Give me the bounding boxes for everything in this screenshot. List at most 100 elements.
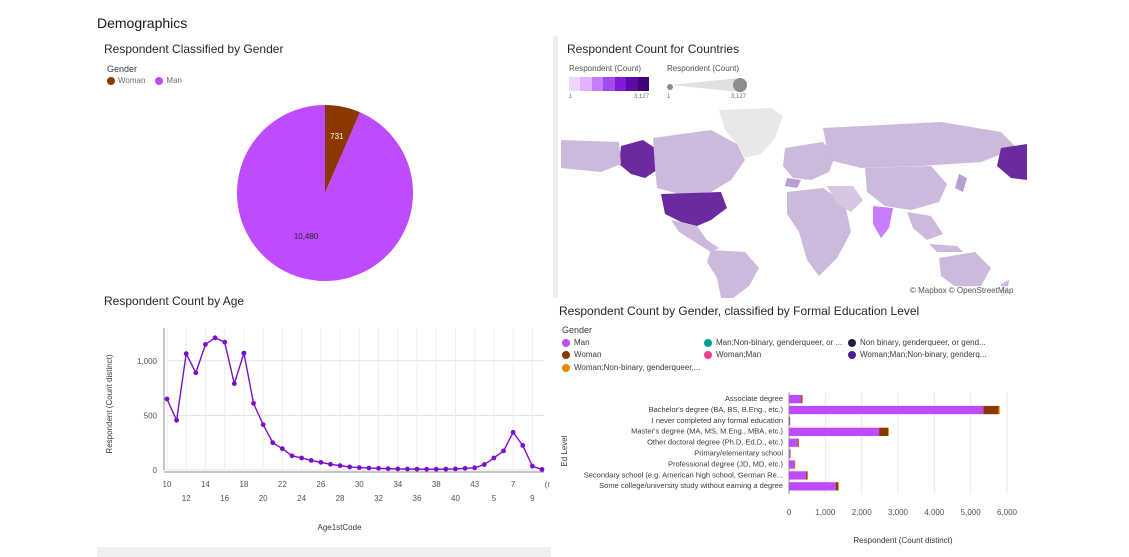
age-data-point[interactable] [510, 429, 516, 435]
education-legend-item[interactable]: Man [562, 338, 590, 347]
education-bar-chart[interactable]: 0 1,000 2,000 3,000 4,000 5,000 6,000 Associate… [556, 388, 1026, 548]
age-data-point[interactable] [529, 463, 535, 469]
age-data-point[interactable] [337, 463, 343, 469]
age-data-point[interactable] [212, 335, 218, 341]
education-bar-segment[interactable] [835, 482, 839, 491]
education-legend-item[interactable]: Woman;Man;Non-binary, genderq... [848, 350, 986, 359]
age-data-point[interactable] [433, 466, 439, 472]
age-data-point[interactable] [164, 396, 170, 402]
education-bar-segment[interactable] [789, 416, 791, 426]
education-bar-segment[interactable] [789, 482, 836, 491]
age-data-point[interactable] [270, 440, 276, 446]
age-data-point[interactable] [193, 370, 199, 376]
education-bar-segment[interactable] [789, 416, 790, 426]
age-data-point[interactable] [366, 465, 372, 471]
y-tick-label: Secondary school (e.g. American high sch… [584, 470, 783, 479]
education-legend-label: Woman;Non-binary, genderqueer,... [574, 363, 701, 372]
age-data-point[interactable] [462, 465, 468, 471]
education-legend-item[interactable]: Woman;Man [704, 350, 761, 359]
age-data-point[interactable] [222, 339, 228, 345]
education-bar-segment[interactable] [789, 438, 798, 447]
age-data-point[interactable] [279, 446, 285, 452]
age-data-point[interactable] [376, 465, 381, 471]
education-bar-segment[interactable] [789, 395, 802, 404]
education-bar-segment[interactable] [801, 395, 803, 404]
age-data-point[interactable] [308, 457, 314, 463]
education-bar-segment[interactable] [983, 405, 999, 415]
age-data-point[interactable] [318, 459, 324, 465]
education-bar-segment[interactable] [789, 449, 790, 458]
age-data-point[interactable] [183, 351, 189, 357]
age-data-point[interactable] [241, 350, 247, 356]
gender-pie-chart[interactable]: 731 10,480 [236, 103, 416, 283]
education-legend-item[interactable]: Man;Non-binary, genderqueer, or ... [704, 338, 842, 347]
age-data-point[interactable] [289, 453, 295, 459]
age-data-point[interactable] [251, 400, 256, 406]
world-map[interactable] [561, 108, 1027, 298]
age-data-point[interactable] [501, 448, 506, 454]
age-data-point[interactable] [472, 465, 478, 471]
age-data-point[interactable] [299, 455, 305, 461]
age-data-point[interactable] [347, 464, 353, 470]
education-bar-segment[interactable] [888, 427, 889, 436]
education-legend-item[interactable]: Woman [562, 350, 601, 359]
age-data-point[interactable] [443, 466, 449, 472]
map-region-alaska [619, 140, 657, 178]
age-data-point[interactable] [481, 462, 487, 467]
scroll-region-bottom [97, 547, 551, 557]
map-attribution[interactable]: © Mapbox © OpenStreetMap [908, 286, 1016, 295]
age-data-point[interactable] [328, 461, 333, 467]
size-scale-max: 3,127 [731, 94, 747, 100]
age-data-point[interactable] [203, 341, 208, 347]
education-legend-item[interactable]: Non binary, genderqueer, or gend... [848, 338, 986, 347]
age-data-point[interactable] [385, 466, 391, 472]
legend-item-man[interactable]: Man [155, 76, 182, 85]
education-legend-label: Man [574, 338, 590, 347]
age-data-point[interactable] [520, 443, 526, 448]
education-bar-segment[interactable] [789, 460, 795, 469]
y-tick-label: Professional degree (JD, MD, etc.) [668, 459, 784, 468]
x-tick-label: 28 [336, 494, 345, 503]
education-bar-segment[interactable] [879, 427, 889, 436]
age-data-point[interactable] [453, 466, 458, 472]
age-data-point[interactable] [356, 465, 362, 470]
education-bar-segment[interactable] [789, 427, 880, 436]
education-legend-swatch [848, 338, 856, 347]
age-data-point[interactable] [491, 455, 497, 461]
age-data-point[interactable] [260, 422, 266, 428]
age-data-point[interactable] [414, 466, 420, 472]
education-bar-segment[interactable] [789, 471, 807, 480]
pie-slice-man[interactable] [237, 105, 413, 281]
size-scale-min: 1 [667, 94, 671, 100]
education-bar-segment[interactable] [807, 471, 808, 480]
x-tick-label: 22 [278, 480, 287, 489]
education-legend-swatch [562, 363, 570, 372]
pie-slice-woman[interactable] [325, 105, 361, 193]
legend-item-woman[interactable]: Woman [107, 76, 145, 85]
age-data-point[interactable] [539, 467, 545, 472]
education-bar-segment[interactable] [797, 438, 799, 447]
education-bar-segment[interactable] [798, 438, 800, 447]
age-data-point[interactable] [174, 417, 180, 423]
map-region-europe [783, 142, 835, 180]
education-bar-segment[interactable] [806, 471, 808, 480]
education-bar-segment[interactable] [794, 460, 796, 469]
x-tick-label: 26 [316, 480, 325, 489]
education-legend-item[interactable]: Woman;Non-binary, genderqueer,... [562, 363, 700, 372]
age-line-chart[interactable]: 0 500 1,000 10 14 18 22 26 30 34 38 43 7 (n... 12 16 20 2… [100, 318, 550, 543]
age-data-point[interactable] [424, 466, 430, 472]
education-bar-segment[interactable] [802, 395, 803, 404]
education-legend-title: Gender [562, 325, 593, 335]
age-data-point[interactable] [395, 466, 401, 472]
education-bar-segment[interactable] [838, 482, 839, 491]
map-region-canada [653, 130, 745, 194]
x-tick-label: 4,000 [924, 508, 945, 517]
age-data-point[interactable] [404, 466, 410, 472]
map-region-russia [823, 122, 1017, 168]
education-bar-segment[interactable] [789, 405, 984, 415]
education-bar-segment[interactable] [794, 460, 795, 469]
education-legend-swatch [704, 350, 712, 359]
education-bar-segment[interactable] [789, 449, 791, 458]
education-bar-segment[interactable] [998, 405, 1000, 415]
age-data-point[interactable] [231, 381, 237, 387]
